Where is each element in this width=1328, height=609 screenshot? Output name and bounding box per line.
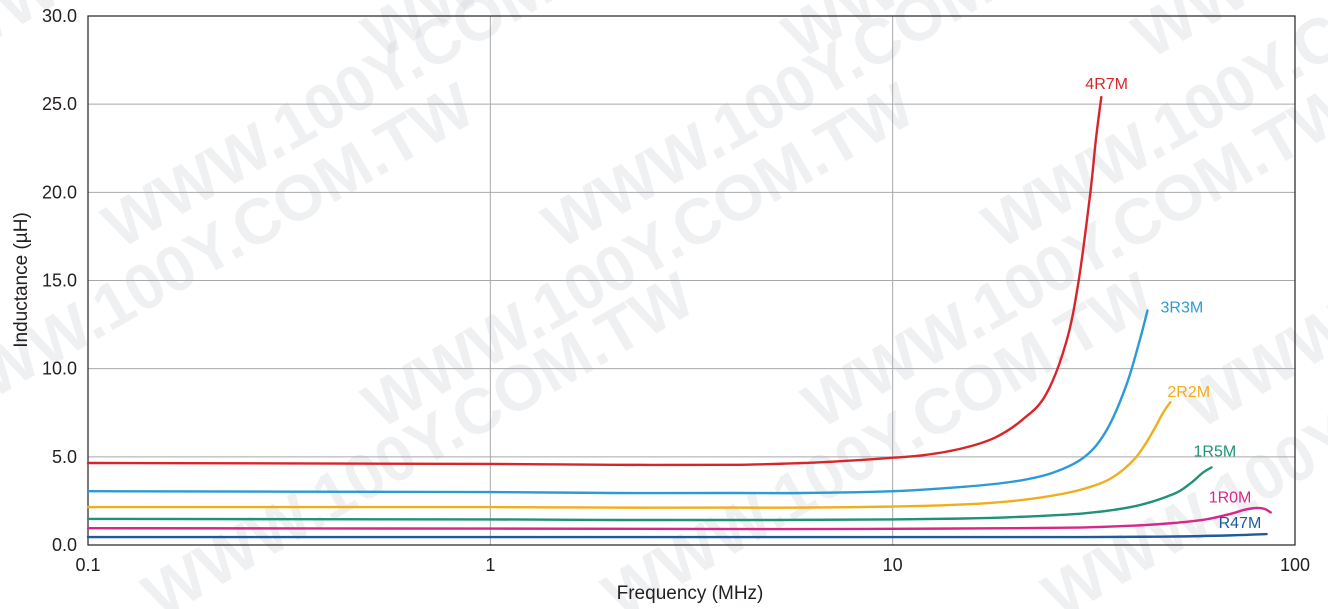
series-line-1r0m (86, 506, 1272, 531)
series-label-4r7m: 4R7M (1085, 76, 1128, 93)
series-line-4r7m (86, 95, 1103, 467)
y-axis-title: Inductance (µH) (11, 212, 32, 348)
series-line-2r2m (86, 401, 1172, 509)
y-tick-label: 20.0 (42, 182, 77, 202)
plot-frame (87, 15, 1296, 546)
x-tick-label: 10 (883, 555, 903, 575)
x-axis-title: Frequency (MHz) (617, 583, 764, 604)
series-line-r47m (86, 532, 1268, 539)
y-tick-label: 25.0 (42, 94, 77, 114)
series-line-1r5m (86, 466, 1213, 522)
grid-layer (88, 16, 1295, 545)
x-tick-label: 0.1 (75, 555, 100, 575)
series-label-3r3m: 3R3M (1161, 300, 1204, 317)
y-tick-label: 10.0 (42, 359, 77, 379)
series-label-2r2m: 2R2M (1167, 384, 1210, 401)
y-tick-label: 30.0 (42, 6, 77, 26)
series-label-1r0m: 1R0M (1209, 489, 1252, 506)
tick-label-layer: 0.0 5.0 10.0 15.0 20.0 25.0 30.0 0.1 1 10 100 (42, 6, 1310, 575)
y-tick-label: 5.0 (52, 447, 77, 467)
series-line-3r3m (86, 309, 1149, 495)
series-label-r47m: R47M (1219, 515, 1262, 532)
x-tick-label: 100 (1280, 555, 1310, 575)
series-layer: 4R7M 3R3M 2R2M 1R5M 1R0M R47M (86, 76, 1272, 539)
x-tick-label: 1 (485, 555, 495, 575)
y-tick-label: 0.0 (52, 535, 77, 555)
series-label-1r5m: 1R5M (1194, 443, 1237, 460)
y-tick-label: 15.0 (42, 271, 77, 291)
